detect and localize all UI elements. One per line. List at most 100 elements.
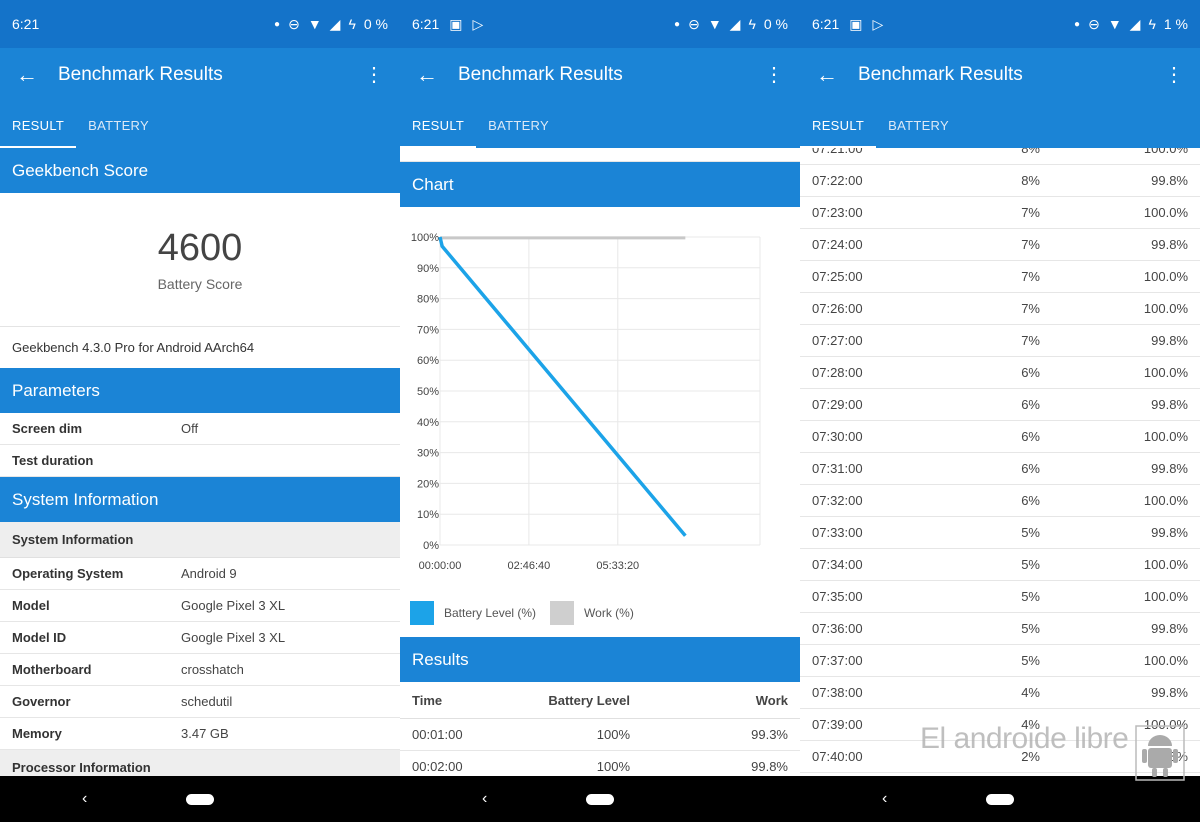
cell-time: 07:26:00 <box>812 301 863 316</box>
nav-bar: ‹ <box>400 776 800 822</box>
nav-back-icon[interactable]: ‹ <box>882 790 888 807</box>
cell-work: 100.0% <box>1143 148 1188 156</box>
tab-battery[interactable]: BATTERY <box>888 117 949 133</box>
image-icon: ▣ <box>849 15 863 32</box>
nav-home-pill[interactable] <box>586 793 614 805</box>
sysinfo-key: Operating System <box>12 566 124 581</box>
cell-time: 07:24:00 <box>812 237 863 252</box>
param-value: Off <box>181 421 199 436</box>
cell-work: 99.8% <box>1151 173 1188 188</box>
battery-charging-icon: ϟ <box>348 16 356 32</box>
cell-time: 07:25:00 <box>812 269 863 284</box>
sysinfo-row: Model Google Pixel 3 XL <box>0 590 400 622</box>
status-time: 6:21 <box>812 16 840 32</box>
chart-svg: 100% 90% 80% 70% 60% 50% 40% 30% 20% 10% 0% 00:00:0… <box>411 232 761 572</box>
watermark-text: El androide libre <box>920 722 1129 755</box>
tab-result[interactable]: RESULT <box>800 102 877 148</box>
back-arrow-icon[interactable]: ← <box>416 62 438 87</box>
cell-work: 99.8% <box>1151 333 1188 348</box>
subhead-processor-information: Processor Information <box>0 750 400 776</box>
cell-level: 2% <box>1021 749 1040 764</box>
nav-home-pill[interactable] <box>986 793 1014 805</box>
table-row: 07:25:00 7% 100.0% <box>800 261 1200 293</box>
cell-work: 100.0% <box>1143 269 1188 284</box>
cell-work: 99.8% <box>1151 237 1188 252</box>
wifi-icon: ▼ <box>707 16 722 32</box>
cell-work: 99.8% <box>1151 621 1188 636</box>
nav-back-icon[interactable]: ‹ <box>82 790 88 807</box>
legend-swatch-battery <box>410 601 434 625</box>
phone-screen-2: 6:21 ▣ ▷ ● ⊖ ▼ ◢ ϟ 0 % ← Benchmark Resul… <box>400 0 800 776</box>
more-options-icon[interactable]: ⋮ <box>1164 64 1184 86</box>
status-time: 6:21 <box>12 16 40 32</box>
nav-bar: ‹ <box>800 776 1200 822</box>
cell-time: 07:30:00 <box>812 429 863 444</box>
section-system-information: System Information <box>0 477 400 522</box>
cell-time: 07:23:00 <box>812 205 863 220</box>
cell-time: 07:31:00 <box>812 461 863 476</box>
back-arrow-icon[interactable]: ← <box>16 62 38 87</box>
table-row: 07:27:00 7% 99.8% <box>800 325 1200 357</box>
table-row: 07:33:00 5% 99.8% <box>800 517 1200 549</box>
cell-time: 07:40:00 <box>812 749 863 764</box>
dot-icon: ● <box>1074 18 1081 30</box>
legend-label-work: Work (%) <box>584 606 634 620</box>
cell-level: 6% <box>1021 397 1040 412</box>
cell-work: 99.8% <box>1151 397 1188 412</box>
cell-level: 5% <box>1021 589 1040 604</box>
sysinfo-value: Google Pixel 3 XL <box>181 598 286 613</box>
play-store-icon: ▷ <box>472 15 484 32</box>
table-row: 07:37:00 5% 100.0% <box>800 645 1200 677</box>
cell-level: 6% <box>1021 461 1040 476</box>
battery-percent: 0 % <box>363 16 388 32</box>
nav-home-pill[interactable] <box>186 793 214 805</box>
result-content[interactable]: Chart 100% 90% 80% 70% 60% 50% 40% 30% 20% 10% 0% 0… <box>400 148 800 776</box>
more-options-icon[interactable]: ⋮ <box>764 64 784 86</box>
y-tick-label: 100% <box>411 232 439 244</box>
tab-battery[interactable]: BATTERY <box>488 117 549 133</box>
cell-time: 07:39:00 <box>812 717 863 732</box>
tab-result[interactable]: RESULT <box>400 102 477 148</box>
cell-level: 100% <box>596 727 630 742</box>
cell-time: 07:33:00 <box>812 525 863 540</box>
tab-battery[interactable]: BATTERY <box>88 117 149 133</box>
more-options-icon[interactable]: ⋮ <box>364 64 384 86</box>
cell-level: 5% <box>1021 557 1040 572</box>
sysinfo-row: Governor schedutil <box>0 686 400 718</box>
dnd-icon: ⊖ <box>288 15 300 32</box>
param-row: Screen dim Off <box>0 413 400 445</box>
cell-level: 4% <box>1021 717 1040 732</box>
cell-work: 100.0% <box>1143 429 1188 444</box>
wifi-icon: ▼ <box>307 16 322 32</box>
cell-level: 7% <box>1021 301 1040 316</box>
table-row: 07:34:00 5% 100.0% <box>800 549 1200 581</box>
table-row: 07:24:00 7% 99.8% <box>800 229 1200 261</box>
tab-result[interactable]: RESULT <box>0 102 77 148</box>
y-tick-label: 0% <box>423 540 439 552</box>
sysinfo-key: Model ID <box>12 630 67 645</box>
cell-level: 5% <box>1021 621 1040 636</box>
table-row: 07:30:00 6% 100.0% <box>800 421 1200 453</box>
cell-time: 07:21:00 <box>812 148 863 156</box>
signal-icon: ◢ <box>729 15 741 32</box>
back-arrow-icon[interactable]: ← <box>816 62 838 87</box>
result-content[interactable]: Geekbench Score 4600 Battery Score Geekb… <box>0 148 400 776</box>
y-tick-label: 70% <box>417 324 439 336</box>
battery-percent: 0 % <box>763 16 788 32</box>
sysinfo-key: Memory <box>12 726 62 741</box>
tab-bar: RESULT BATTERY <box>0 102 400 148</box>
scrolled-row-remnant <box>400 148 800 162</box>
app-bar: ← Benchmark Results ⋮ <box>800 48 1200 102</box>
results-header: Time Battery Level Work <box>400 682 800 719</box>
cell-work: 99.8% <box>1151 525 1188 540</box>
dot-icon: ● <box>274 18 281 30</box>
cell-time: 07:27:00 <box>812 333 863 348</box>
result-content[interactable]: 07:21:00 8% 100.0% 07:22:00 8% 99.8% 07:23:00 7… <box>800 148 1200 776</box>
phone-screen-1: 6:21 ● ⊖ ▼ ◢ ϟ 0 % ← Benchmark Results ⋮… <box>0 0 400 776</box>
status-bar: 6:21 ● ⊖ ▼ ◢ ϟ 0 % <box>0 0 400 48</box>
cell-level: 7% <box>1021 333 1040 348</box>
cell-work: 100.0% <box>1143 493 1188 508</box>
legend-label-battery: Battery Level (%) <box>444 606 537 620</box>
cell-level: 6% <box>1021 493 1040 508</box>
nav-back-icon[interactable]: ‹ <box>482 790 488 807</box>
